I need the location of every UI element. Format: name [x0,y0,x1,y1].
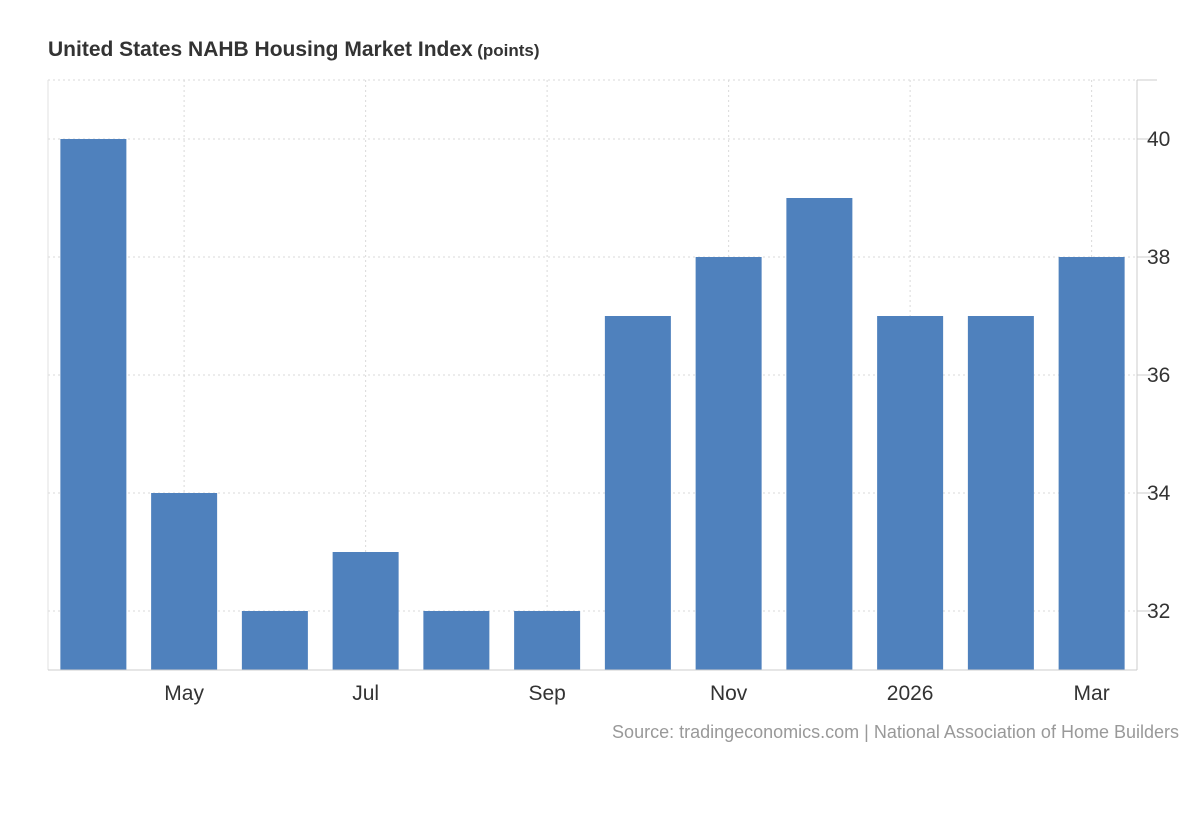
bar-9 [786,198,853,670]
bar-2 [151,493,218,670]
chart-unit-text: (points) [477,41,540,60]
y-tick-label-34: 34 [1147,482,1171,505]
bar-5 [423,611,490,670]
x-tick-label-may: May [164,682,204,705]
bar-7 [604,316,671,670]
bar-8 [695,257,762,670]
bar-12 [1058,257,1125,670]
bar-4 [332,552,399,670]
x-tick-label-sep: Sep [528,682,565,705]
bar-6 [514,611,581,670]
chart-title-text: United States NAHB Housing Market Index [48,38,473,61]
y-tick-label-32: 32 [1147,600,1170,623]
bar-3 [241,611,308,670]
bar-1 [60,139,127,670]
source-note: Source: tradingeconomics.com | National … [612,722,1179,742]
chart-title: United States NAHB Housing Market Index … [48,38,540,62]
y-tick-label-36: 36 [1147,364,1170,387]
bar-11 [967,316,1034,670]
y-tick-label-38: 38 [1147,246,1170,269]
y-tick-label-40: 40 [1147,128,1170,151]
x-tick-label-jul: Jul [352,682,379,705]
x-tick-label-nov: Nov [710,682,748,705]
x-tick-label-mar: Mar [1074,682,1110,705]
bar-10 [877,316,944,670]
x-tick-label-2026: 2026 [887,682,934,705]
